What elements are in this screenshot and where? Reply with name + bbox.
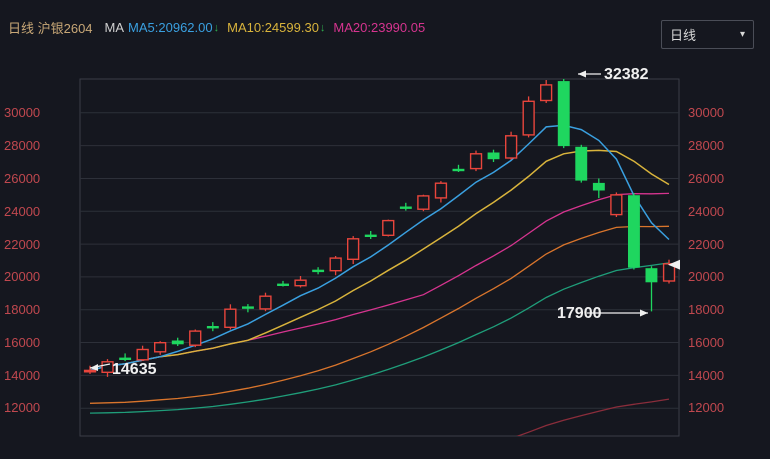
- svg-text:14000: 14000: [688, 368, 724, 383]
- svg-text:18000: 18000: [4, 302, 40, 317]
- svg-text:17900: 17900: [557, 305, 602, 322]
- svg-text:16000: 16000: [4, 335, 40, 350]
- svg-text:12000: 12000: [688, 400, 724, 415]
- svg-text:16000: 16000: [688, 335, 724, 350]
- svg-text:30000: 30000: [688, 105, 724, 120]
- svg-text:22000: 22000: [688, 237, 724, 252]
- svg-text:14635: 14635: [112, 361, 157, 378]
- svg-text:18000: 18000: [688, 302, 724, 317]
- svg-text:26000: 26000: [688, 171, 724, 186]
- svg-text:20000: 20000: [688, 269, 724, 284]
- svg-text:14000: 14000: [4, 368, 40, 383]
- svg-text:24000: 24000: [688, 204, 724, 219]
- svg-text:20000: 20000: [4, 269, 40, 284]
- svg-text:12000: 12000: [4, 400, 40, 415]
- svg-text:24000: 24000: [4, 204, 40, 219]
- svg-text:28000: 28000: [4, 138, 40, 153]
- svg-text:30000: 30000: [4, 105, 40, 120]
- svg-text:32382: 32382: [604, 66, 649, 83]
- svg-text:22000: 22000: [4, 237, 40, 252]
- svg-text:28000: 28000: [688, 138, 724, 153]
- svg-text:26000: 26000: [4, 171, 40, 186]
